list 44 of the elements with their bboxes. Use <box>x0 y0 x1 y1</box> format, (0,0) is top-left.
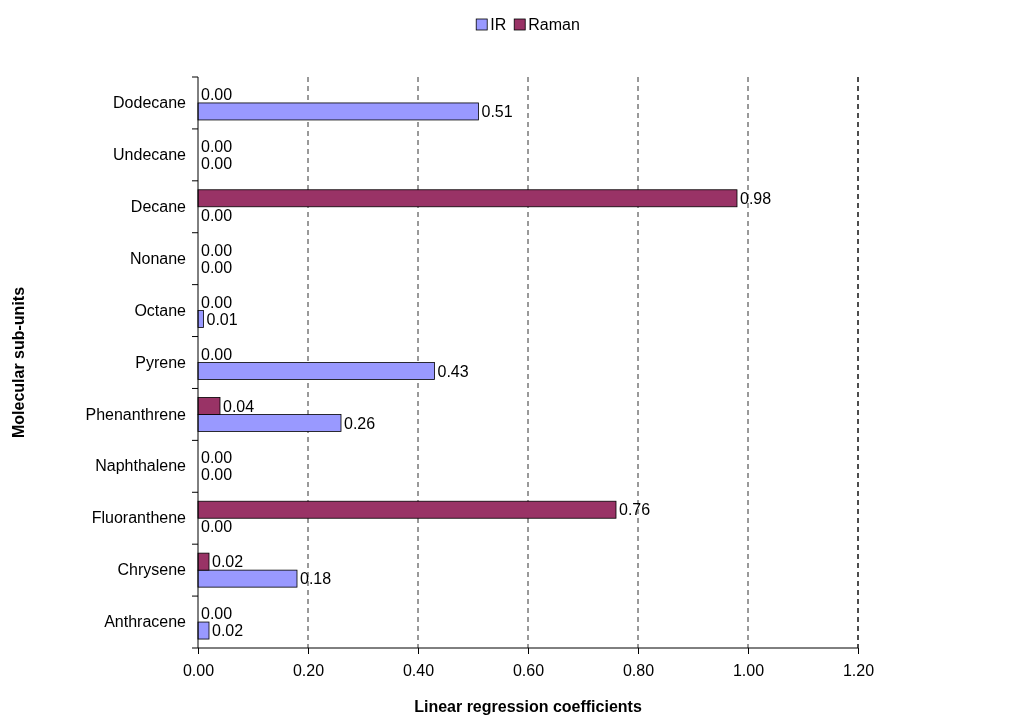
x-tick-label: 1.00 <box>732 662 765 680</box>
data-label: 0.98 <box>740 189 772 207</box>
y-tick-label: Octane <box>134 301 187 319</box>
y-tick-label: Nonane <box>129 249 187 267</box>
x-tick-label: 0.40 <box>402 662 435 680</box>
data-label: 0.00 <box>201 605 233 623</box>
data-label: 0.43 <box>437 362 469 380</box>
x-tick-label: 1.20 <box>842 662 875 680</box>
data-label: 0.02 <box>212 622 244 640</box>
data-label: 0.00 <box>201 206 233 224</box>
data-label: 0.00 <box>201 154 233 172</box>
y-tick-label: Chrysene <box>117 561 187 579</box>
data-label: 0.18 <box>300 570 332 588</box>
data-label: 0.02 <box>212 553 244 571</box>
legend-label: IR <box>490 16 507 33</box>
data-label: 0.01 <box>206 310 238 328</box>
data-label: 0.04 <box>223 397 255 415</box>
x-tick-label: 0.60 <box>512 662 545 680</box>
x-tick-label: 0.00 <box>182 662 215 680</box>
data-label: 0.00 <box>201 345 233 363</box>
x-tick-label: 0.20 <box>292 662 325 680</box>
y-tick-label: Fluoranthene <box>91 509 187 527</box>
data-label: 0.00 <box>201 258 233 276</box>
x-tick-label: 0.80 <box>622 662 655 680</box>
data-label: 0.76 <box>619 501 651 519</box>
data-label: 0.00 <box>201 241 233 259</box>
y-axis-title: Molecular sub-units <box>10 286 27 439</box>
y-tick-label: Anthracene <box>104 613 187 631</box>
y-tick-label: Pyrene <box>135 353 187 371</box>
data-label: 0.51 <box>481 103 513 121</box>
x-axis-title: Linear regression coefficients <box>414 698 642 715</box>
y-tick-label: Dodecane <box>113 94 187 112</box>
y-tick-label: Undecane <box>113 145 187 163</box>
y-tick-label: Decane <box>130 197 187 215</box>
data-label: 0.00 <box>201 86 233 104</box>
data-label: 0.26 <box>344 414 376 432</box>
y-tick-label: Phenanthrene <box>85 405 187 423</box>
data-label: 0.00 <box>201 466 233 484</box>
y-tick-label: Naphthalene <box>95 457 187 475</box>
legend-label: Raman <box>528 16 580 33</box>
data-label: 0.00 <box>201 137 233 155</box>
data-label: 0.00 <box>201 449 233 467</box>
data-label: 0.00 <box>201 293 233 311</box>
data-label: 0.00 <box>201 518 233 536</box>
